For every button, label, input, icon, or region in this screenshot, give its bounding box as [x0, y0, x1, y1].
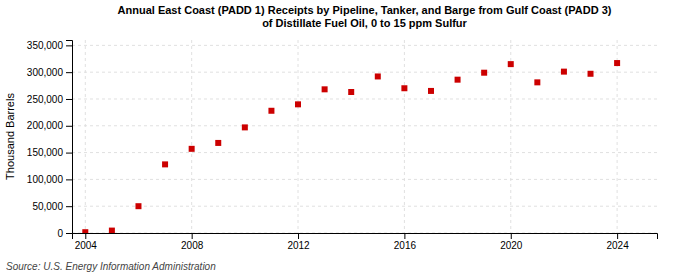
point — [508, 61, 514, 67]
tick-label: 150,000 — [27, 147, 64, 158]
point — [82, 229, 88, 233]
point — [189, 146, 195, 152]
grid-line — [298, 40, 299, 233]
tick-mark — [511, 233, 512, 239]
grid-line — [72, 72, 657, 73]
tick: 0 — [57, 228, 72, 239]
tick: 2020 — [500, 233, 523, 251]
point — [109, 228, 115, 233]
grid-line — [191, 40, 192, 233]
tick: 2016 — [394, 233, 417, 251]
tick: 2008 — [181, 233, 204, 251]
tick: 250,000 — [27, 94, 72, 105]
points — [82, 60, 620, 233]
tick-label: 350,000 — [27, 40, 64, 51]
tick-mark — [66, 72, 72, 73]
tick-label: 2008 — [181, 240, 204, 251]
point — [162, 161, 168, 167]
grid — [72, 40, 657, 233]
point — [135, 203, 141, 209]
axis-line — [66, 41, 73, 234]
tick-mark — [192, 233, 193, 239]
tick-mark — [66, 206, 72, 207]
grid-line — [72, 125, 657, 126]
grid-line — [72, 206, 657, 207]
grid-line — [72, 98, 657, 99]
tick-mark — [85, 233, 86, 239]
tick: 2004 — [75, 233, 98, 251]
tick-label: 2012 — [287, 240, 310, 251]
grid-line — [85, 40, 86, 233]
point — [268, 108, 274, 114]
tick: 300,000 — [27, 67, 72, 78]
tick-label: 200,000 — [27, 120, 64, 131]
grid-line — [617, 40, 618, 233]
tick-label: 100,000 — [27, 174, 64, 185]
grid-line — [404, 40, 405, 233]
tick: 350,000 — [27, 40, 72, 51]
tick-mark — [617, 233, 618, 239]
x-axis: 2004 2008 2012 2016 2020 2024 — [73, 233, 658, 251]
tick: 50,000 — [32, 201, 72, 212]
tick-label: 2024 — [606, 240, 629, 251]
point — [375, 73, 381, 79]
grid-line — [72, 179, 657, 180]
point — [561, 69, 567, 75]
tick: 2012 — [287, 233, 310, 251]
tick-label: 0 — [57, 228, 63, 239]
chart: 2004 2008 2012 2016 2020 2024 0 50,000 100,000 15… — [0, 0, 675, 275]
tick-label: 2004 — [75, 240, 98, 251]
tick: 150,000 — [27, 147, 72, 158]
point — [481, 70, 487, 76]
y-axis-title: Thousand Barrels — [4, 93, 16, 180]
y-axis: 0 50,000 100,000 150,000 200,000 250,000 300,0… — [27, 40, 73, 239]
tick: 2024 — [606, 233, 629, 251]
title: Annual East Coast (PADD 1) Receipts by P… — [118, 4, 612, 29]
point — [401, 85, 407, 91]
tick-mark — [66, 179, 72, 180]
tick-label: 250,000 — [27, 94, 64, 105]
point — [455, 77, 461, 83]
point — [428, 88, 434, 94]
tick-mark — [298, 233, 299, 239]
axis-line — [73, 234, 658, 240]
tick-label: 50,000 — [32, 201, 63, 212]
point — [534, 79, 540, 85]
tick-mark — [66, 45, 72, 46]
grid-line — [72, 152, 657, 153]
annotation: Source: U.S. Energy Information Administ… — [6, 261, 216, 272]
plot: 2004 2008 2012 2016 2020 2024 0 50,000 100,000 15… — [27, 40, 658, 251]
point — [242, 124, 248, 130]
tick-label: 300,000 — [27, 67, 64, 78]
tick: 100,000 — [27, 174, 72, 185]
tick-label: 2016 — [394, 240, 417, 251]
grid-line — [510, 40, 511, 233]
tick-mark — [66, 153, 72, 154]
tick-label: 2020 — [500, 240, 523, 251]
point — [295, 101, 301, 107]
tick: 200,000 — [27, 120, 72, 131]
tick-mark — [404, 233, 405, 239]
point — [588, 71, 594, 77]
point — [614, 60, 620, 66]
point — [215, 140, 221, 146]
point — [348, 89, 354, 95]
point — [322, 86, 328, 92]
tick-mark — [66, 233, 72, 234]
tick-mark — [66, 99, 72, 100]
tick-mark — [66, 126, 72, 127]
grid-line — [72, 45, 657, 46]
